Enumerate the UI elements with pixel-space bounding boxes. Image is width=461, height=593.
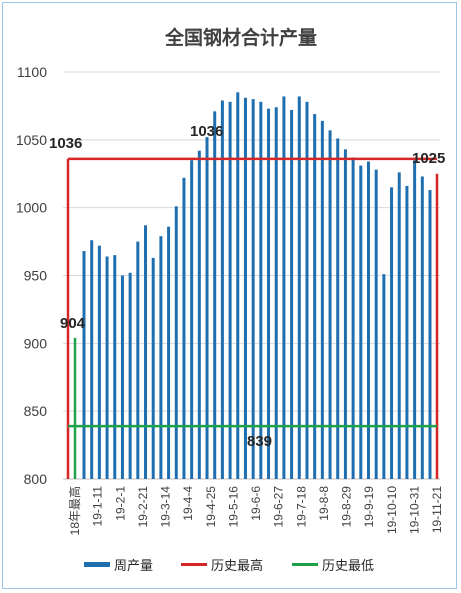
bar-30 bbox=[313, 114, 317, 479]
bar-0 bbox=[82, 251, 86, 479]
legend-label-high: 历史最高 bbox=[211, 558, 263, 573]
x-tick-label-3: 19-2-21 bbox=[136, 486, 150, 528]
bar-23 bbox=[259, 101, 263, 479]
x-tick-label-14: 19-10-10 bbox=[385, 486, 399, 534]
y-tick-label-1: 850 bbox=[24, 403, 48, 419]
x-tick-label-1: 19-1-11 bbox=[91, 486, 105, 527]
bar-12 bbox=[174, 206, 178, 479]
bar-41 bbox=[397, 172, 401, 480]
bar-42 bbox=[405, 185, 409, 479]
bar-25 bbox=[274, 107, 278, 480]
bar-16 bbox=[205, 137, 209, 479]
x-tick-label-5: 19-4-4 bbox=[181, 486, 195, 521]
weekly-output-bars bbox=[82, 92, 432, 480]
bar-37 bbox=[366, 161, 370, 480]
bar-15 bbox=[197, 150, 201, 480]
x-tick-label-9: 19-6-27 bbox=[272, 486, 286, 528]
bar-3 bbox=[105, 256, 109, 479]
bar-35 bbox=[351, 157, 355, 479]
bar-33 bbox=[336, 138, 340, 479]
bar-39 bbox=[382, 274, 386, 479]
bar-44 bbox=[420, 176, 424, 480]
y-tick-label-0: 800 bbox=[24, 471, 48, 487]
x-tick-label-6: 19-4-25 bbox=[204, 486, 218, 528]
bar-32 bbox=[328, 130, 332, 479]
legend-swatch-low bbox=[292, 563, 318, 566]
bar-6 bbox=[128, 272, 132, 479]
bar-7 bbox=[136, 241, 140, 479]
bar-40 bbox=[390, 187, 394, 480]
bar-8 bbox=[144, 225, 148, 479]
x-tick-label-7: 19-5-16 bbox=[226, 486, 240, 528]
y-tick-label-4: 1000 bbox=[16, 200, 47, 216]
bar-5 bbox=[120, 275, 124, 479]
bar-28 bbox=[297, 96, 301, 480]
bar-13 bbox=[182, 177, 186, 479]
annotation-last: 1025 bbox=[412, 150, 445, 167]
bar-21 bbox=[243, 97, 247, 479]
annotation-low: 839 bbox=[247, 433, 272, 450]
bar-11 bbox=[167, 226, 171, 479]
x-tick-label-15: 19-10-31 bbox=[407, 486, 421, 534]
bar-19 bbox=[228, 101, 232, 479]
y-tick-label-6: 1100 bbox=[17, 64, 47, 80]
annotation-high-mid: 1036 bbox=[190, 123, 223, 140]
bar-38 bbox=[374, 169, 378, 479]
bar-2 bbox=[97, 245, 101, 479]
bar-43 bbox=[413, 160, 417, 479]
x-tick-label-10: 19-7-18 bbox=[294, 486, 308, 528]
bar-27 bbox=[290, 109, 294, 479]
chart-title: 全国钢材合计产量 bbox=[164, 26, 317, 49]
bar-29 bbox=[305, 101, 309, 479]
bar-18 bbox=[220, 100, 224, 480]
bar-20 bbox=[236, 92, 240, 479]
x-tick-label-12: 19-8-29 bbox=[340, 486, 354, 528]
bar-14 bbox=[190, 160, 194, 479]
x-tick-label-4: 19-3-14 bbox=[159, 486, 173, 528]
bar-4 bbox=[113, 255, 117, 479]
bar-45 bbox=[428, 190, 432, 479]
y-tick-label-3: 950 bbox=[24, 268, 48, 284]
x-tick-label-8: 19-6-6 bbox=[249, 486, 263, 521]
y-tick-label-2: 900 bbox=[24, 335, 48, 351]
bar-36 bbox=[359, 165, 363, 480]
bar-9 bbox=[151, 257, 155, 479]
bar-31 bbox=[320, 120, 324, 479]
bar-34 bbox=[343, 149, 347, 479]
annotations: 1036 1036 1025 904 839 bbox=[49, 123, 445, 450]
annotation-18-high: 904 bbox=[60, 315, 86, 332]
bar-24 bbox=[267, 108, 271, 479]
y-tick-label-5: 1050 bbox=[16, 132, 47, 148]
bar-22 bbox=[251, 99, 255, 479]
x-tick-label-0: 18年最高 bbox=[67, 486, 82, 535]
x-tick-label-13: 19-9-19 bbox=[362, 486, 376, 528]
bar-26 bbox=[282, 96, 286, 480]
legend-swatch-weekly bbox=[84, 562, 110, 567]
x-tick-label-11: 19-8-8 bbox=[317, 486, 331, 521]
x-axis-ticks: 18年最高 19-1-11 19-2-1 19-2-21 19-3-14 19-4-4 19… bbox=[67, 486, 444, 536]
bar-10 bbox=[159, 236, 163, 479]
bar-17 bbox=[213, 111, 217, 480]
reference-lines bbox=[66, 157, 439, 479]
legend: 周产量 历史最高 历史最低 bbox=[84, 558, 374, 573]
bar-1 bbox=[90, 240, 94, 479]
y-axis-ticks: 800 850 900 950 1000 1050 1100 bbox=[16, 64, 47, 487]
x-tick-label-16: 19-11-21 bbox=[430, 486, 444, 533]
x-tick-label-2: 19-2-1 bbox=[113, 486, 127, 521]
legend-swatch-high bbox=[181, 563, 207, 566]
annotation-high-left: 1036 bbox=[49, 135, 82, 152]
legend-label-low: 历史最低 bbox=[322, 558, 374, 573]
legend-label-weekly: 周产量 bbox=[114, 558, 153, 573]
